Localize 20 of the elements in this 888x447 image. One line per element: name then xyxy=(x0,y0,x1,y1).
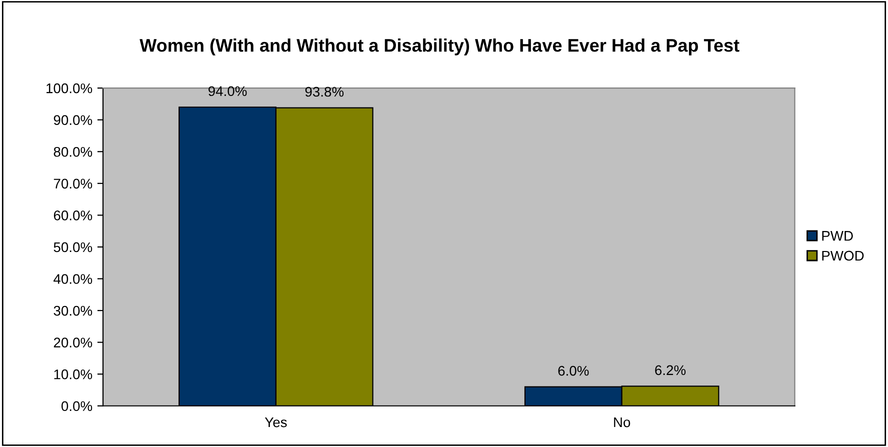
y-tick-label: 90.0% xyxy=(54,115,92,126)
legend-label: PWD xyxy=(822,231,853,241)
x-tick-label: No xyxy=(614,417,630,428)
y-tick-label: 40.0% xyxy=(54,274,92,284)
x-tick-label: Yes xyxy=(264,417,287,428)
legend-label: PWOD xyxy=(822,250,864,261)
y-tick-label: 80.0% xyxy=(54,146,92,157)
y-tick-label: 50.0% xyxy=(54,242,92,252)
data-label: 6.2% xyxy=(655,365,686,376)
data-label: 6.0% xyxy=(558,366,589,376)
data-label: 94.0% xyxy=(208,86,247,96)
y-tick-label: 20.0% xyxy=(54,338,92,348)
y-tick-label: 30.0% xyxy=(54,306,92,316)
y-tick-label: 10.0% xyxy=(54,369,92,380)
y-tick-label: 0.0% xyxy=(61,401,92,412)
chart-title: Women (With and Without a Disability) Who Have Ever Had a Pap Test xyxy=(140,38,740,56)
y-tick-label: 60.0% xyxy=(54,210,92,220)
y-tick-label: 100.0% xyxy=(46,83,92,94)
y-tick-label: 70.0% xyxy=(54,178,92,189)
data-label: 93.8% xyxy=(305,86,344,97)
